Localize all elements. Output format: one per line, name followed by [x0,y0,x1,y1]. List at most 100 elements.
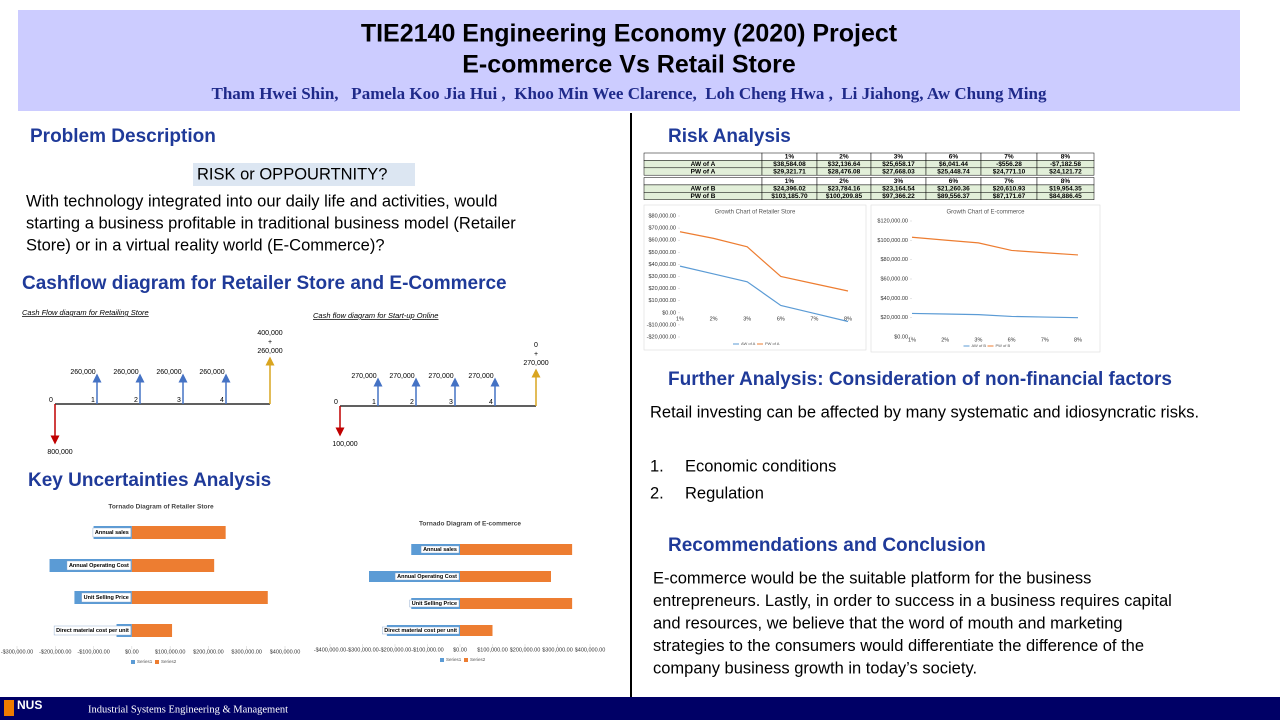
table-text: 1% [785,154,795,161]
y-tick-label: $50,000.00 [648,250,676,256]
table-text: AW of A [691,161,716,168]
section-heading: Cashflow diagram for Retailer Store and … [22,273,507,294]
table-text: $25,448.74 [937,169,970,176]
footer-band [0,697,1280,720]
amount-label: 260,000 [156,369,181,376]
y-tick-label: $10,000.00 [648,298,676,304]
label-box [53,625,132,636]
table-text: 7% [1004,178,1014,185]
table-cell [643,177,763,186]
table-text: $25,658.17 [882,161,915,168]
table-text: 6% [949,178,959,185]
table-text: $20,610.93 [993,186,1026,193]
table-text: 3% [894,178,904,185]
label-box [394,572,460,581]
section-heading: Problem Description [30,126,216,147]
period-label: 1 [372,399,376,406]
section-heading: Further Analysis: Consideration of non-f… [668,369,1172,390]
chart-frame [870,204,1101,353]
table-text: PW of A [691,169,716,176]
x-tick-label: -$100,000.00 [77,649,109,655]
diagram-title: Cash flow diagram for Start-up Online [313,311,438,320]
chart-title: Growth Chart of Retailer Store [715,210,796,216]
table-text: $23,164.54 [882,186,915,193]
period-label: 0 [334,399,338,406]
x-tick-label: 8% [1074,337,1082,343]
list-item: Regulation [685,484,764,502]
header-band [18,10,1240,111]
table-text: $28,476.08 [828,169,861,176]
label-box [382,626,460,635]
legend-label: AW of A [741,341,756,346]
x-tick-label: 6% [1008,337,1016,343]
series-line [911,236,1079,256]
paragraph-line: company business growth in today’s socie… [653,659,977,677]
period-label: 4 [220,397,224,404]
paragraph-line: starting a business profitable in tradit… [26,214,516,232]
x-tick-label: 3% [743,316,751,322]
table-text: 8% [1061,178,1071,185]
table-text: -$556.28 [996,161,1022,168]
amount-label: 260,000 [70,369,95,376]
period-label: 4 [489,399,493,406]
factor-label: Direct material cost per unit [384,628,457,634]
x-tick-label: $100,000.00 [155,649,186,655]
table-text: $27,668.03 [882,169,915,176]
x-tick-label: 1% [676,316,684,322]
table-text: $87,171.67 [993,193,1026,200]
table-text: $32,136.64 [828,161,861,168]
factor-label: Annual sales [95,530,129,536]
y-tick-label: $60,000.00 [880,276,908,282]
amount-label: 0 [534,342,538,349]
legend-swatch [155,660,159,664]
legend-label: AW of B [972,343,987,348]
table-cell [1036,167,1095,176]
table-text: 2% [839,154,849,161]
x-tick-label: $100,000.00 [477,647,508,653]
factor-label: Annual Operating Cost [69,563,129,569]
footer-text: Industrial Systems Engineering & Managem… [88,704,288,715]
legend-swatch [131,660,135,664]
legend-swatch [440,658,444,662]
table-text: $89,556.37 [937,193,970,200]
label-box [66,560,132,571]
bar-high [460,625,493,636]
x-tick-label: 2% [710,316,718,322]
factor-label: Annual sales [423,547,457,553]
table-text: $29,321.71 [773,169,806,176]
table-text: 8% [1061,154,1071,161]
logo-text: NUS [17,698,42,712]
label-box [409,599,460,608]
amount-label: 270,000 [389,373,414,380]
table-text: $23,784.16 [828,186,861,193]
table-text: PW of B [691,193,716,200]
bar-high [131,591,268,604]
paragraph: Retail investing can be affected by many… [650,403,1199,421]
series-line [679,231,849,292]
chart-title: Tornado Diagram of Retailer Store [108,504,214,511]
table-text: -$7,182.58 [1050,161,1081,168]
paragraph-line: and resources, we believe that the word … [653,614,1123,632]
y-tick-label: -$10,000.00 [647,322,676,328]
x-tick-label: 7% [1041,337,1049,343]
factor-label: Direct material cost per unit [56,628,129,634]
x-tick-label: $300,000.00 [231,649,262,655]
x-tick-label: $300,000.00 [542,647,573,653]
table-text: 3% [894,154,904,161]
y-tick-label: $0.00 [662,310,676,316]
y-tick-label: $40,000.00 [880,296,908,302]
amount-label: + [534,351,538,358]
y-tick-label: $40,000.00 [648,262,676,268]
table-text: 7% [1004,154,1014,161]
section-heading: Risk Analysis [668,126,791,147]
bar-high [131,526,226,539]
y-tick-label: -$20,000.00 [647,334,676,340]
y-tick-label: $20,000.00 [880,315,908,321]
table-text: $6,041.44 [939,161,968,168]
y-tick-label: $80,000.00 [648,213,676,219]
x-tick-label: $200,000.00 [193,649,224,655]
x-tick-label: -$400,000.00 [314,647,346,653]
amount-label: 270,000 [351,373,376,380]
chart-title: Tornado Diagram of E-commerce [419,521,521,528]
